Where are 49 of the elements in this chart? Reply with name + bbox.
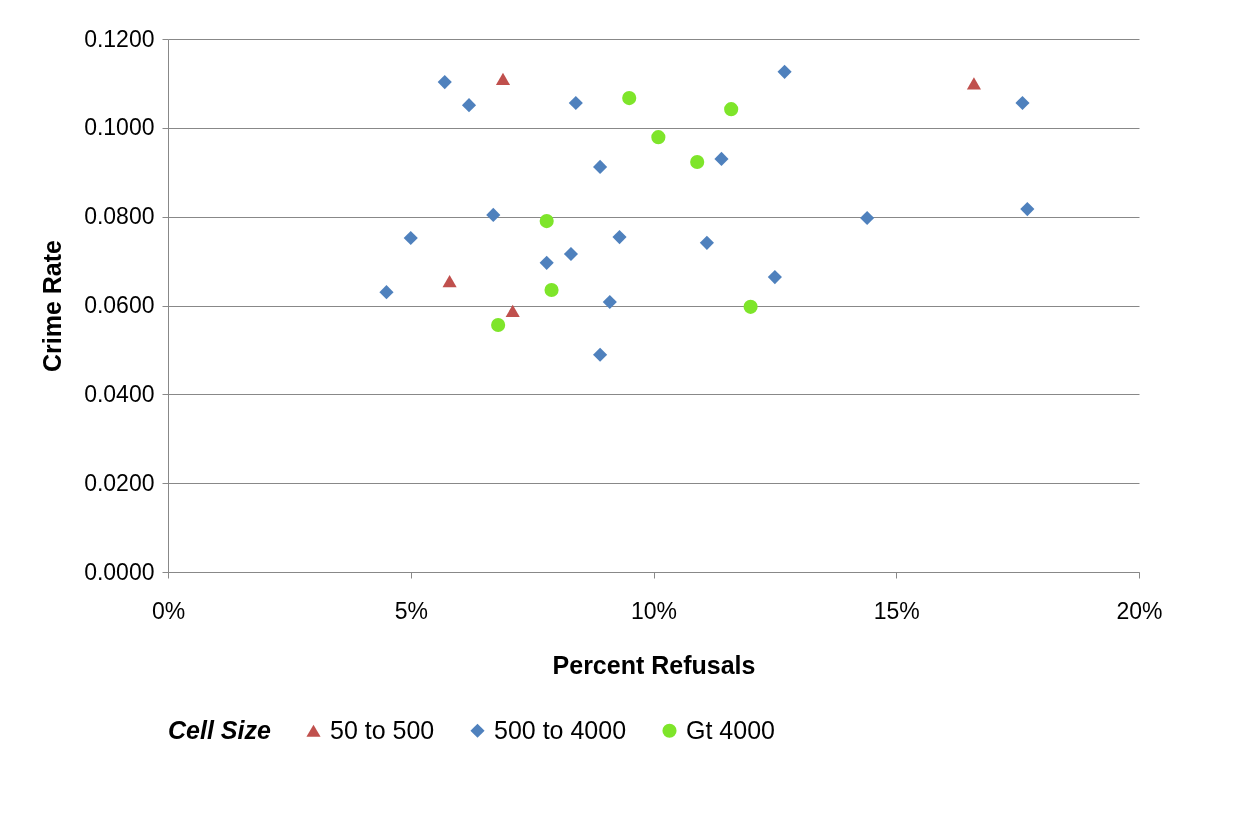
x-axis-title: Percent Refusals — [552, 650, 756, 679]
point — [403, 230, 418, 246]
point — [568, 95, 583, 111]
y-tick-label: 0.0000 — [84, 558, 155, 585]
point — [767, 270, 782, 285]
point — [714, 151, 729, 166]
point — [539, 214, 554, 229]
point — [651, 130, 666, 145]
y-tick-label: 0.0400 — [84, 380, 155, 407]
legend-label: 50 to 500 — [330, 715, 435, 744]
legend-label: 500 to 4000 — [494, 715, 627, 744]
point — [437, 75, 452, 90]
point — [1015, 95, 1030, 111]
point — [1020, 202, 1035, 217]
point — [602, 294, 617, 310]
point — [544, 282, 559, 298]
x-tick-label: 10% — [630, 597, 678, 624]
y-tick-label: 0.1000 — [84, 114, 155, 141]
point — [491, 317, 506, 333]
point — [379, 285, 394, 300]
x-tick-label: 5% — [394, 597, 428, 624]
point — [777, 64, 792, 79]
point — [699, 235, 714, 250]
point — [690, 154, 705, 170]
point — [539, 255, 554, 270]
point — [612, 230, 627, 245]
y-tick-label: 0.0200 — [84, 469, 155, 496]
point — [593, 347, 608, 362]
y-tick-label: 0.1200 — [84, 25, 155, 52]
point — [593, 159, 608, 174]
point — [505, 304, 520, 317]
x-tick-label: 20% — [1116, 597, 1163, 624]
point — [966, 77, 981, 90]
point — [724, 102, 739, 117]
point — [442, 274, 457, 288]
point — [563, 246, 579, 262]
y-tick-label: 0.0800 — [84, 203, 155, 230]
point — [486, 207, 501, 222]
point — [495, 72, 511, 86]
point — [860, 210, 875, 226]
point — [461, 98, 477, 113]
legend-label: Gt 4000 — [686, 715, 775, 744]
x-tick-label: 0% — [151, 597, 186, 624]
legend-title: Cell Size — [168, 716, 271, 744]
y-tick-label: 0.0600 — [84, 292, 155, 318]
point — [622, 91, 637, 106]
point — [743, 299, 758, 314]
y-axis-title: Crime Rate — [38, 239, 67, 372]
x-tick-label: 15% — [873, 597, 920, 624]
